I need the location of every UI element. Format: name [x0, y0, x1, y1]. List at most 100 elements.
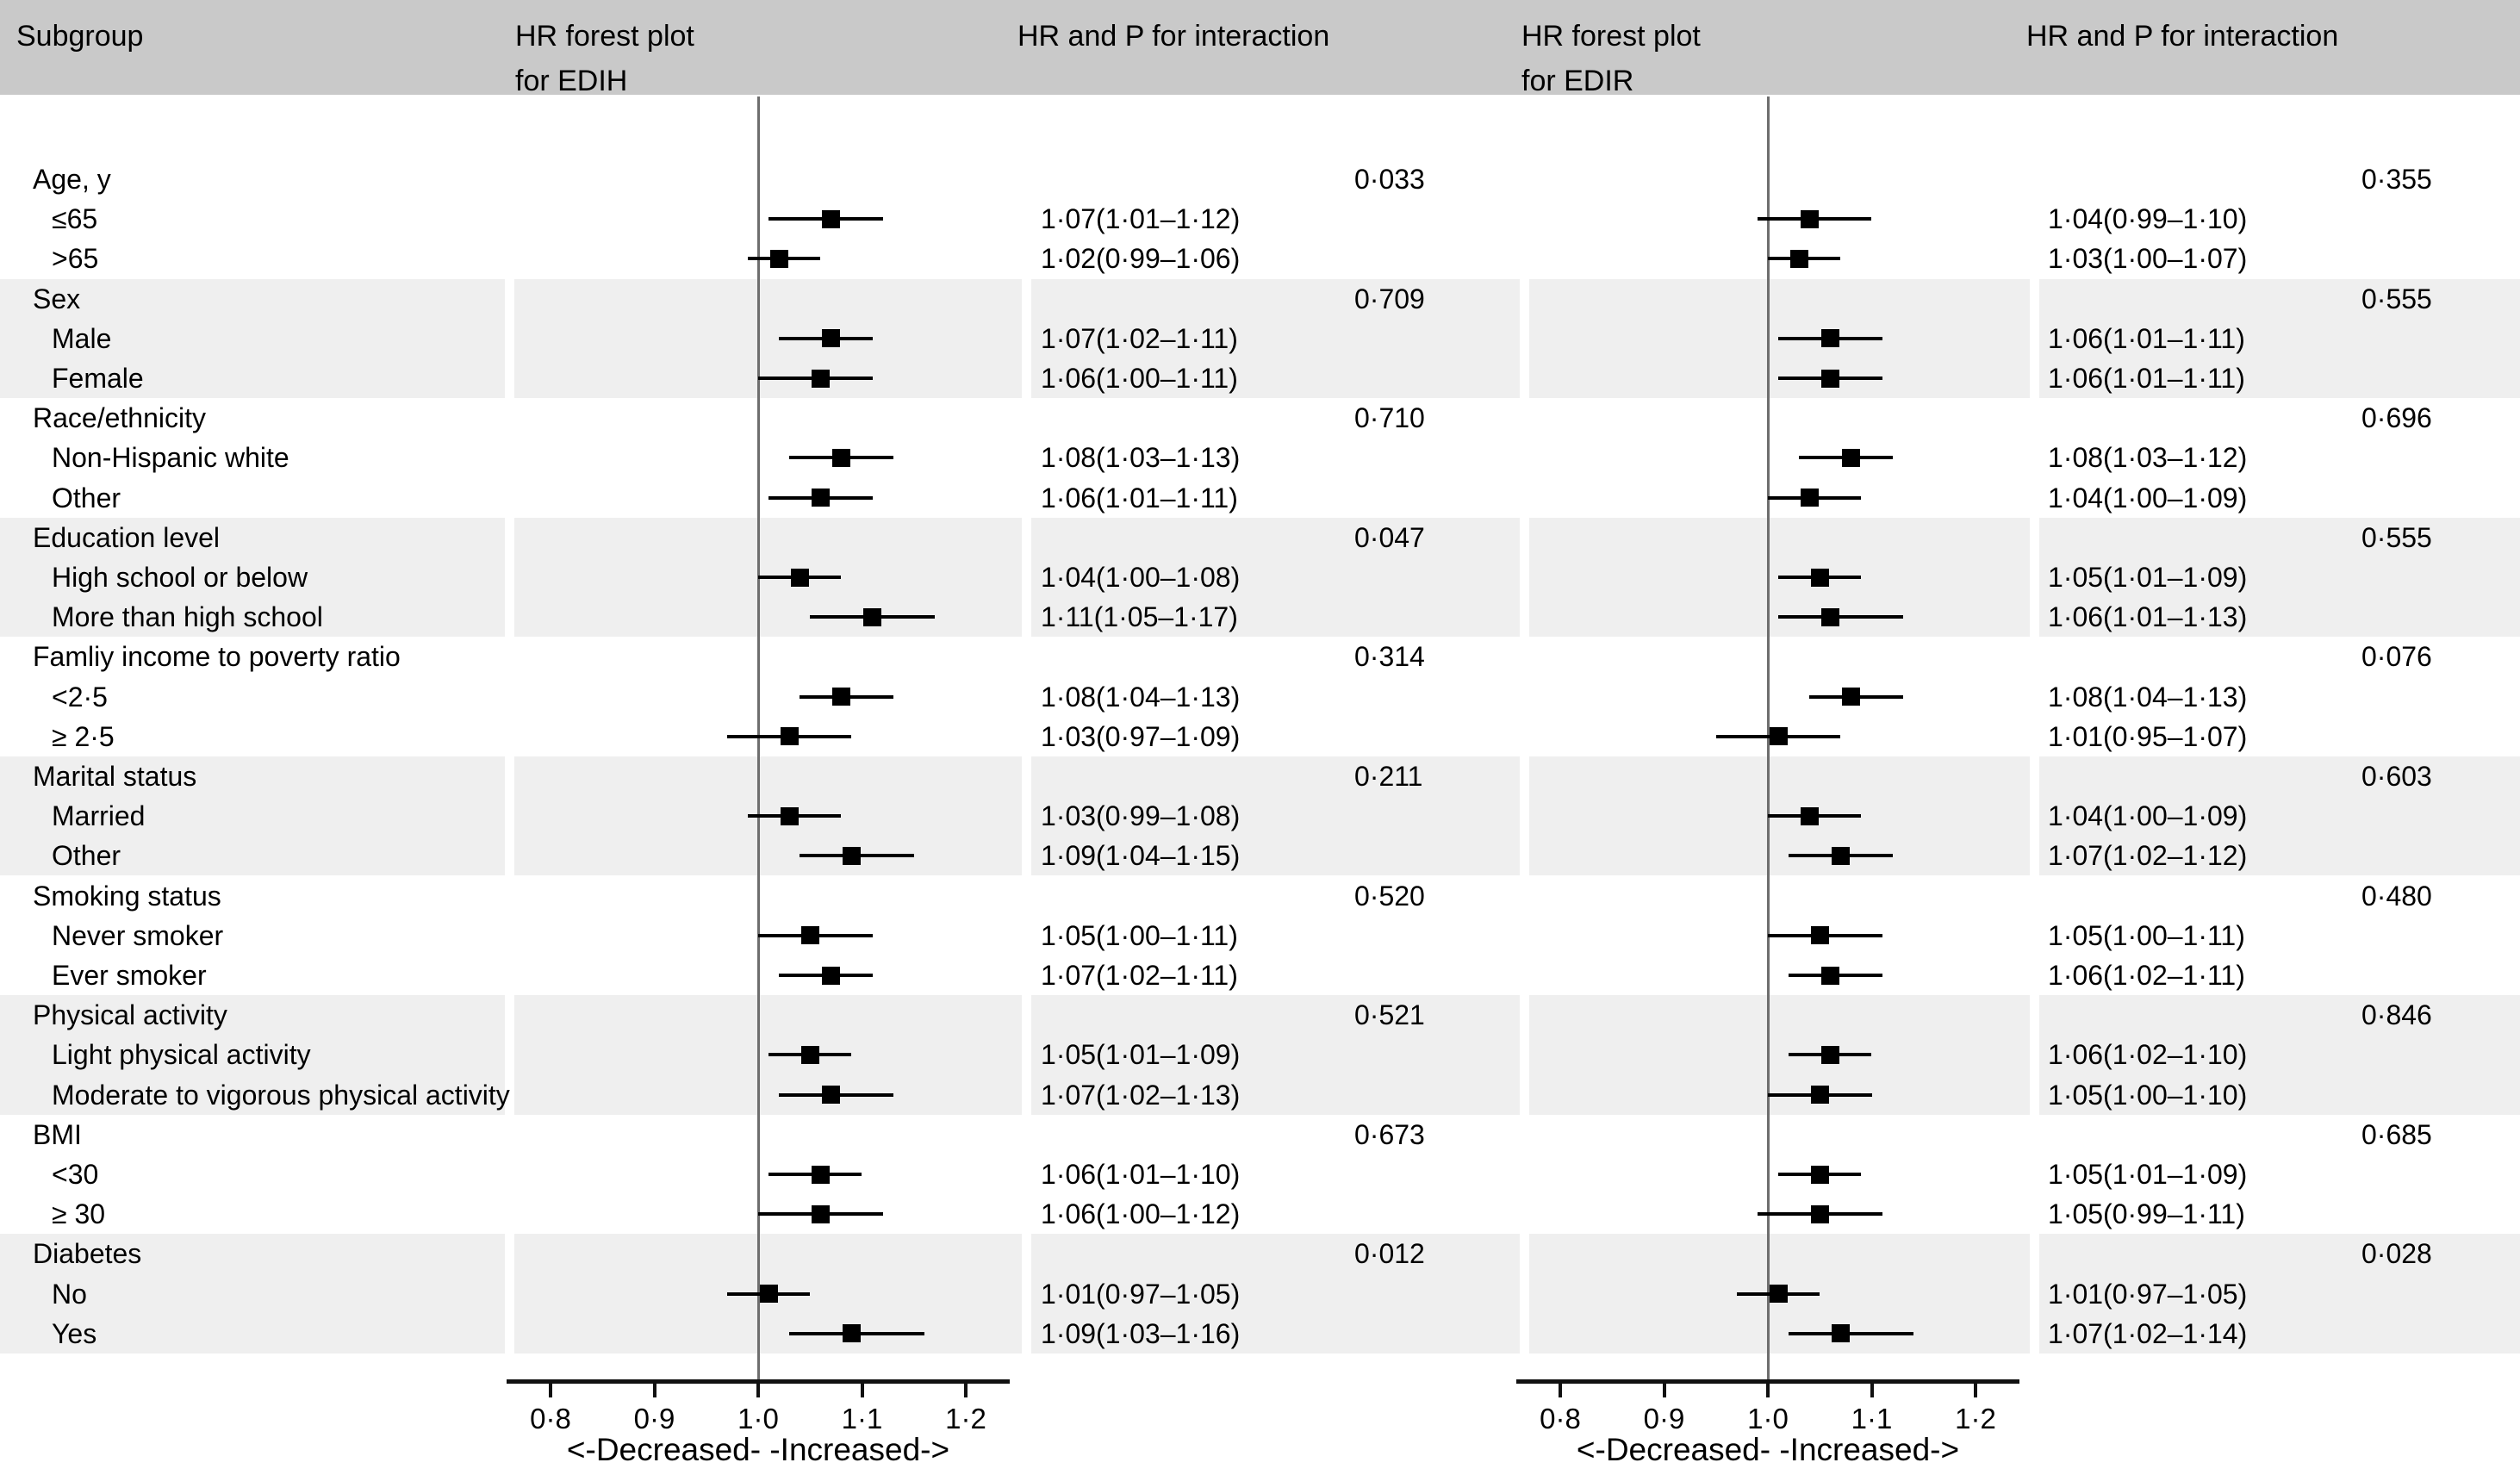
group-label: Sex: [33, 283, 81, 314]
column-separator: [1022, 756, 1031, 876]
hr-ci-value-edih: 1·09(1·04–1·15): [1041, 840, 1241, 872]
item-label: Non-Hispanic white: [52, 442, 289, 474]
column-separator: [2030, 278, 2039, 399]
column-separator: [1520, 278, 1529, 399]
hr-marker-edir: [1800, 489, 1819, 507]
item-label: Ever smoker: [52, 960, 207, 991]
group-label: Marital status: [33, 761, 197, 792]
p-interaction-edih: 0·521: [1354, 999, 1425, 1031]
hr-ci-value-edir: 1·06(1·02–1·10): [2048, 1039, 2248, 1071]
hr-marker-edih: [800, 926, 819, 945]
p-interaction-edir: 0·555: [2361, 521, 2432, 553]
column-separator: [505, 995, 514, 1115]
hr-marker-edih: [842, 1324, 861, 1343]
x-axis-edir: [1516, 1379, 2019, 1384]
p-interaction-edir: 0·696: [2361, 402, 2432, 434]
group-label: Famliy income to poverty ratio: [33, 641, 401, 673]
hr-marker-edir: [1810, 568, 1829, 587]
column-separator: [505, 756, 514, 876]
hr-ci-value-edir: 1·05(1·00–1·10): [2048, 1079, 2248, 1111]
x-axis-tick-label-edir: 0·9: [1643, 1403, 1685, 1435]
hr-marker-edir: [1810, 1204, 1829, 1223]
column-separator: [2030, 756, 2039, 876]
column-separator: [1022, 1234, 1031, 1354]
hr-ci-value-edir: 1·05(0·99–1·11): [2048, 1198, 2245, 1230]
x-axis-tick-label-edih: 1·1: [841, 1403, 883, 1435]
item-label: <2·5: [52, 681, 108, 713]
item-label: Never smoker: [52, 919, 224, 951]
hr-marker-edih: [780, 806, 799, 825]
x-axis-tick-edir: [1559, 1384, 1562, 1397]
hr-marker-edir: [1769, 1285, 1788, 1304]
hr-ci-value-edir: 1·05(1·01–1·09): [2048, 1159, 2248, 1190]
hr-ci-value-edih: 1·08(1·03–1·13): [1041, 442, 1241, 474]
hr-marker-edih: [821, 329, 840, 348]
hr-marker-edir: [1841, 448, 1860, 467]
hr-marker-edih: [831, 688, 850, 706]
item-label: Other: [52, 482, 121, 513]
hr-ci-value-edih: 1·01(0·97–1·05): [1041, 1278, 1241, 1310]
hr-marker-edih: [811, 1204, 830, 1223]
hr-marker-edir: [1820, 1045, 1839, 1064]
x-axis-tick-label-edih: 1·0: [737, 1403, 779, 1435]
p-interaction-edih: 0·047: [1354, 521, 1425, 553]
hr-ci-value-edir: 1·08(1·03–1·12): [2048, 442, 2248, 474]
hr-ci-value-edih: 1·03(0·97–1·09): [1041, 720, 1241, 752]
hr-ci-value-edir: 1·04(1·00–1·09): [2048, 800, 2248, 832]
hr-marker-edih: [759, 1285, 778, 1304]
p-interaction-edir: 0·685: [2361, 1118, 2432, 1150]
item-label: ≥ 30: [52, 1198, 106, 1230]
hr-ci-value-edir: 1·06(1·01–1·11): [2048, 322, 2245, 354]
x-axis-tick-label-edih: 0·8: [530, 1403, 571, 1435]
stripe-band: [0, 1234, 2520, 1354]
item-label: Yes: [52, 1317, 97, 1349]
hr-marker-edih: [821, 966, 840, 985]
hr-marker-edih: [811, 369, 830, 388]
x-axis-direction-label-edih: <-Decreased- -Increased->: [566, 1432, 950, 1467]
p-interaction-edir: 0·480: [2361, 880, 2432, 912]
hr-marker-edir: [1831, 1324, 1850, 1343]
hr-ci-value-edir: 1·04(1·00–1·09): [2048, 482, 2248, 513]
column-separator: [505, 278, 514, 399]
hr-ci-value-edih: 1·06(1·00–1·12): [1041, 1198, 1241, 1230]
item-label: >65: [52, 243, 99, 275]
hr-ci-value-edih: 1·07(1·01–1·12): [1041, 203, 1241, 235]
p-interaction-edih: 0·033: [1354, 164, 1425, 195]
header-plot-edir-line2: for EDIR: [1521, 65, 1634, 97]
hr-ci-value-edih: 1·11(1·05–1·17): [1041, 601, 1238, 633]
p-interaction-edir: 0·603: [2361, 761, 2432, 792]
hr-marker-edih: [821, 1086, 840, 1105]
hr-marker-edih: [800, 1045, 819, 1064]
header-subgroup: Subgroup: [16, 20, 144, 53]
hr-marker-edir: [1800, 209, 1819, 228]
p-interaction-edir: 0·555: [2361, 283, 2432, 314]
column-separator: [1520, 1234, 1529, 1354]
group-label: Education level: [33, 521, 221, 553]
item-label: No: [52, 1278, 87, 1310]
p-interaction-edih: 0·314: [1354, 641, 1425, 673]
x-axis-tick-edir: [1870, 1384, 1874, 1397]
hr-marker-edir: [1810, 1165, 1829, 1184]
hr-ci-value-edir: 1·06(1·01–1·11): [2048, 363, 2245, 394]
hr-marker-edih: [842, 846, 861, 865]
p-interaction-edih: 0·211: [1354, 761, 1423, 792]
x-axis-tick-label-edih: 1·2: [945, 1403, 986, 1435]
hr-ci-value-edih: 1·07(1·02–1·11): [1041, 960, 1238, 991]
hr-ci-value-edir: 1·07(1·02–1·14): [2048, 1317, 2248, 1349]
hr-marker-edir: [1820, 329, 1839, 348]
p-interaction-edih: 0·709: [1354, 283, 1425, 314]
item-label: Female: [52, 363, 144, 394]
hr-ci-value-edih: 1·05(1·01–1·09): [1041, 1039, 1241, 1071]
item-label: Married: [52, 800, 146, 832]
hr-ci-value-edih: 1·02(0·99–1·06): [1041, 243, 1241, 275]
column-separator: [1520, 995, 1529, 1115]
p-interaction-edir: 0·076: [2361, 641, 2432, 673]
item-label: Light physical activity: [52, 1039, 311, 1071]
hr-ci-value-edih: 1·06(1·01–1·11): [1041, 482, 1238, 513]
ci-line-edir: [1789, 1331, 1913, 1335]
column-separator: [505, 517, 514, 638]
hr-ci-value-edih: 1·03(0·99–1·08): [1041, 800, 1241, 832]
hr-marker-edih: [821, 209, 840, 228]
x-axis-direction-label-edir: <-Decreased- -Increased->: [1576, 1432, 1960, 1467]
column-separator: [1520, 517, 1529, 638]
